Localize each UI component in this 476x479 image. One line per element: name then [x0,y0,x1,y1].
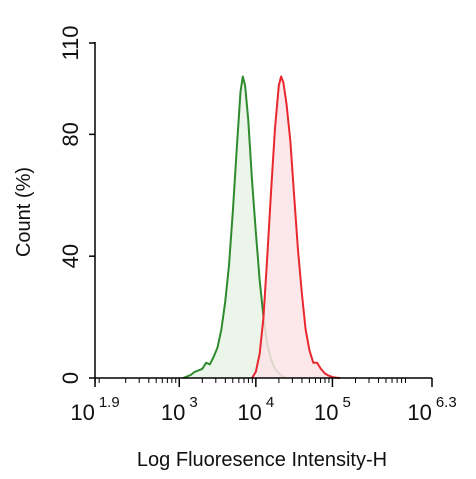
x-tick-label: 10 5 [314,394,351,425]
y-axis-title: Count (%) [13,167,35,257]
axes-layer [94,42,432,379]
y-tick-label: 110 [58,25,83,60]
y-tick-label: 0 [58,372,83,384]
x-tick-label: 10 4 [237,394,274,425]
y-tick-label: 80 [58,122,83,146]
series-0-fill [183,76,287,378]
x-tick-label: 10 3 [161,394,198,425]
ticks-layer: 0 40 80 110 10 1.9 10 3 10 4 10 5 10 6.3 [58,25,457,425]
series-1-line [251,75,341,379]
series-layer [182,75,341,379]
y-tick-label: 40 [58,244,83,268]
x-tick-label: 10 6.3 [407,394,456,425]
x-axis-title: Log Fluoresence Intensity-H [137,449,387,471]
x-tick-label: 10 1.9 [70,394,119,425]
